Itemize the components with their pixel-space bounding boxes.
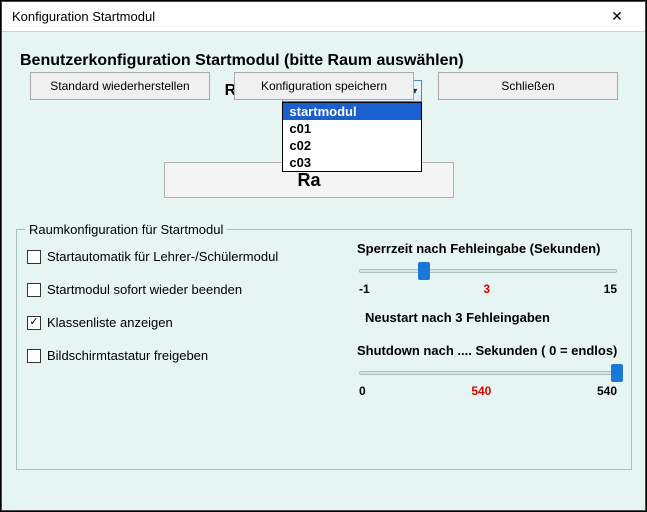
slider-thumb[interactable] (418, 262, 430, 280)
button-row: Standard wiederherstellen Konfiguration … (16, 72, 632, 100)
room-option[interactable]: c03 (283, 154, 421, 171)
restore-defaults-button[interactable]: Standard wiederherstellen (30, 72, 210, 100)
lock-slider[interactable] (359, 262, 617, 280)
lock-slider-label: Sperrzeit nach Fehleingabe (Sekunden) (357, 241, 619, 256)
window-title: Konfiguration Startmodul (12, 9, 155, 24)
room-dropdown: startmodul c01 c02 c03 (282, 102, 422, 172)
tick-max: 15 (604, 282, 617, 296)
close-icon[interactable]: ✕ (597, 3, 637, 31)
content-area: Benutzerkonfiguration Startmodul (bitte … (2, 32, 645, 112)
checkbox-icon (27, 349, 41, 363)
checkbox-label: Startmodul sofort wieder beenden (47, 282, 242, 297)
tick-min: 0 (359, 384, 366, 398)
room-config-group: Raumkonfiguration für Startmodul Startau… (16, 222, 632, 470)
save-config-button[interactable]: Konfiguration speichern (234, 72, 414, 100)
tick-mid: 3 (483, 282, 490, 296)
shutdown-slider[interactable] (359, 364, 617, 382)
shutdown-slider-label: Shutdown nach .... Sekunden ( 0 = endlos… (357, 343, 619, 358)
checkbox-label: Bildschirmtastatur freigeben (47, 348, 208, 363)
room-option[interactable]: startmodul (283, 103, 421, 120)
tick-max: 540 (597, 384, 617, 398)
close-button[interactable]: Schließen (438, 72, 618, 100)
tick-min: -1 (359, 282, 370, 296)
checkbox-icon (27, 250, 41, 264)
tick-mid: 540 (471, 384, 491, 398)
room-option[interactable]: c01 (283, 120, 421, 137)
check-startautomatik[interactable]: Startautomatik für Lehrer-/Schülermodul (27, 249, 278, 264)
checkbox-label: Klassenliste anzeigen (47, 315, 173, 330)
checkbox-column: Startautomatik für Lehrer-/Schülermodul … (27, 249, 278, 363)
window: Konfiguration Startmodul ✕ Benutzerkonfi… (1, 1, 646, 511)
lock-ticks: -1 3 15 (357, 282, 619, 296)
check-bildschirmtastatur[interactable]: Bildschirmtastatur freigeben (27, 348, 278, 363)
room-option[interactable]: c02 (283, 137, 421, 154)
checkbox-icon: ✓ (27, 316, 41, 330)
slider-thumb[interactable] (611, 364, 623, 382)
slider-rail (359, 269, 617, 273)
checkbox-label: Startautomatik für Lehrer-/Schülermodul (47, 249, 278, 264)
page-heading: Benutzerkonfiguration Startmodul (bitte … (20, 52, 631, 70)
restart-line: Neustart nach 3 Fehleingaben (365, 310, 619, 325)
group-legend: Raumkonfiguration für Startmodul (25, 222, 227, 237)
slider-column: Sperrzeit nach Fehleingabe (Sekunden) -1… (357, 241, 619, 398)
titlebar: Konfiguration Startmodul ✕ (2, 2, 645, 32)
room-select-button-label: Ra (297, 170, 320, 191)
shutdown-ticks: 0 540 540 (357, 384, 619, 398)
check-sofort-beenden[interactable]: Startmodul sofort wieder beenden (27, 282, 278, 297)
check-klassenliste[interactable]: ✓ Klassenliste anzeigen (27, 315, 278, 330)
slider-rail (359, 371, 617, 375)
checkbox-icon (27, 283, 41, 297)
